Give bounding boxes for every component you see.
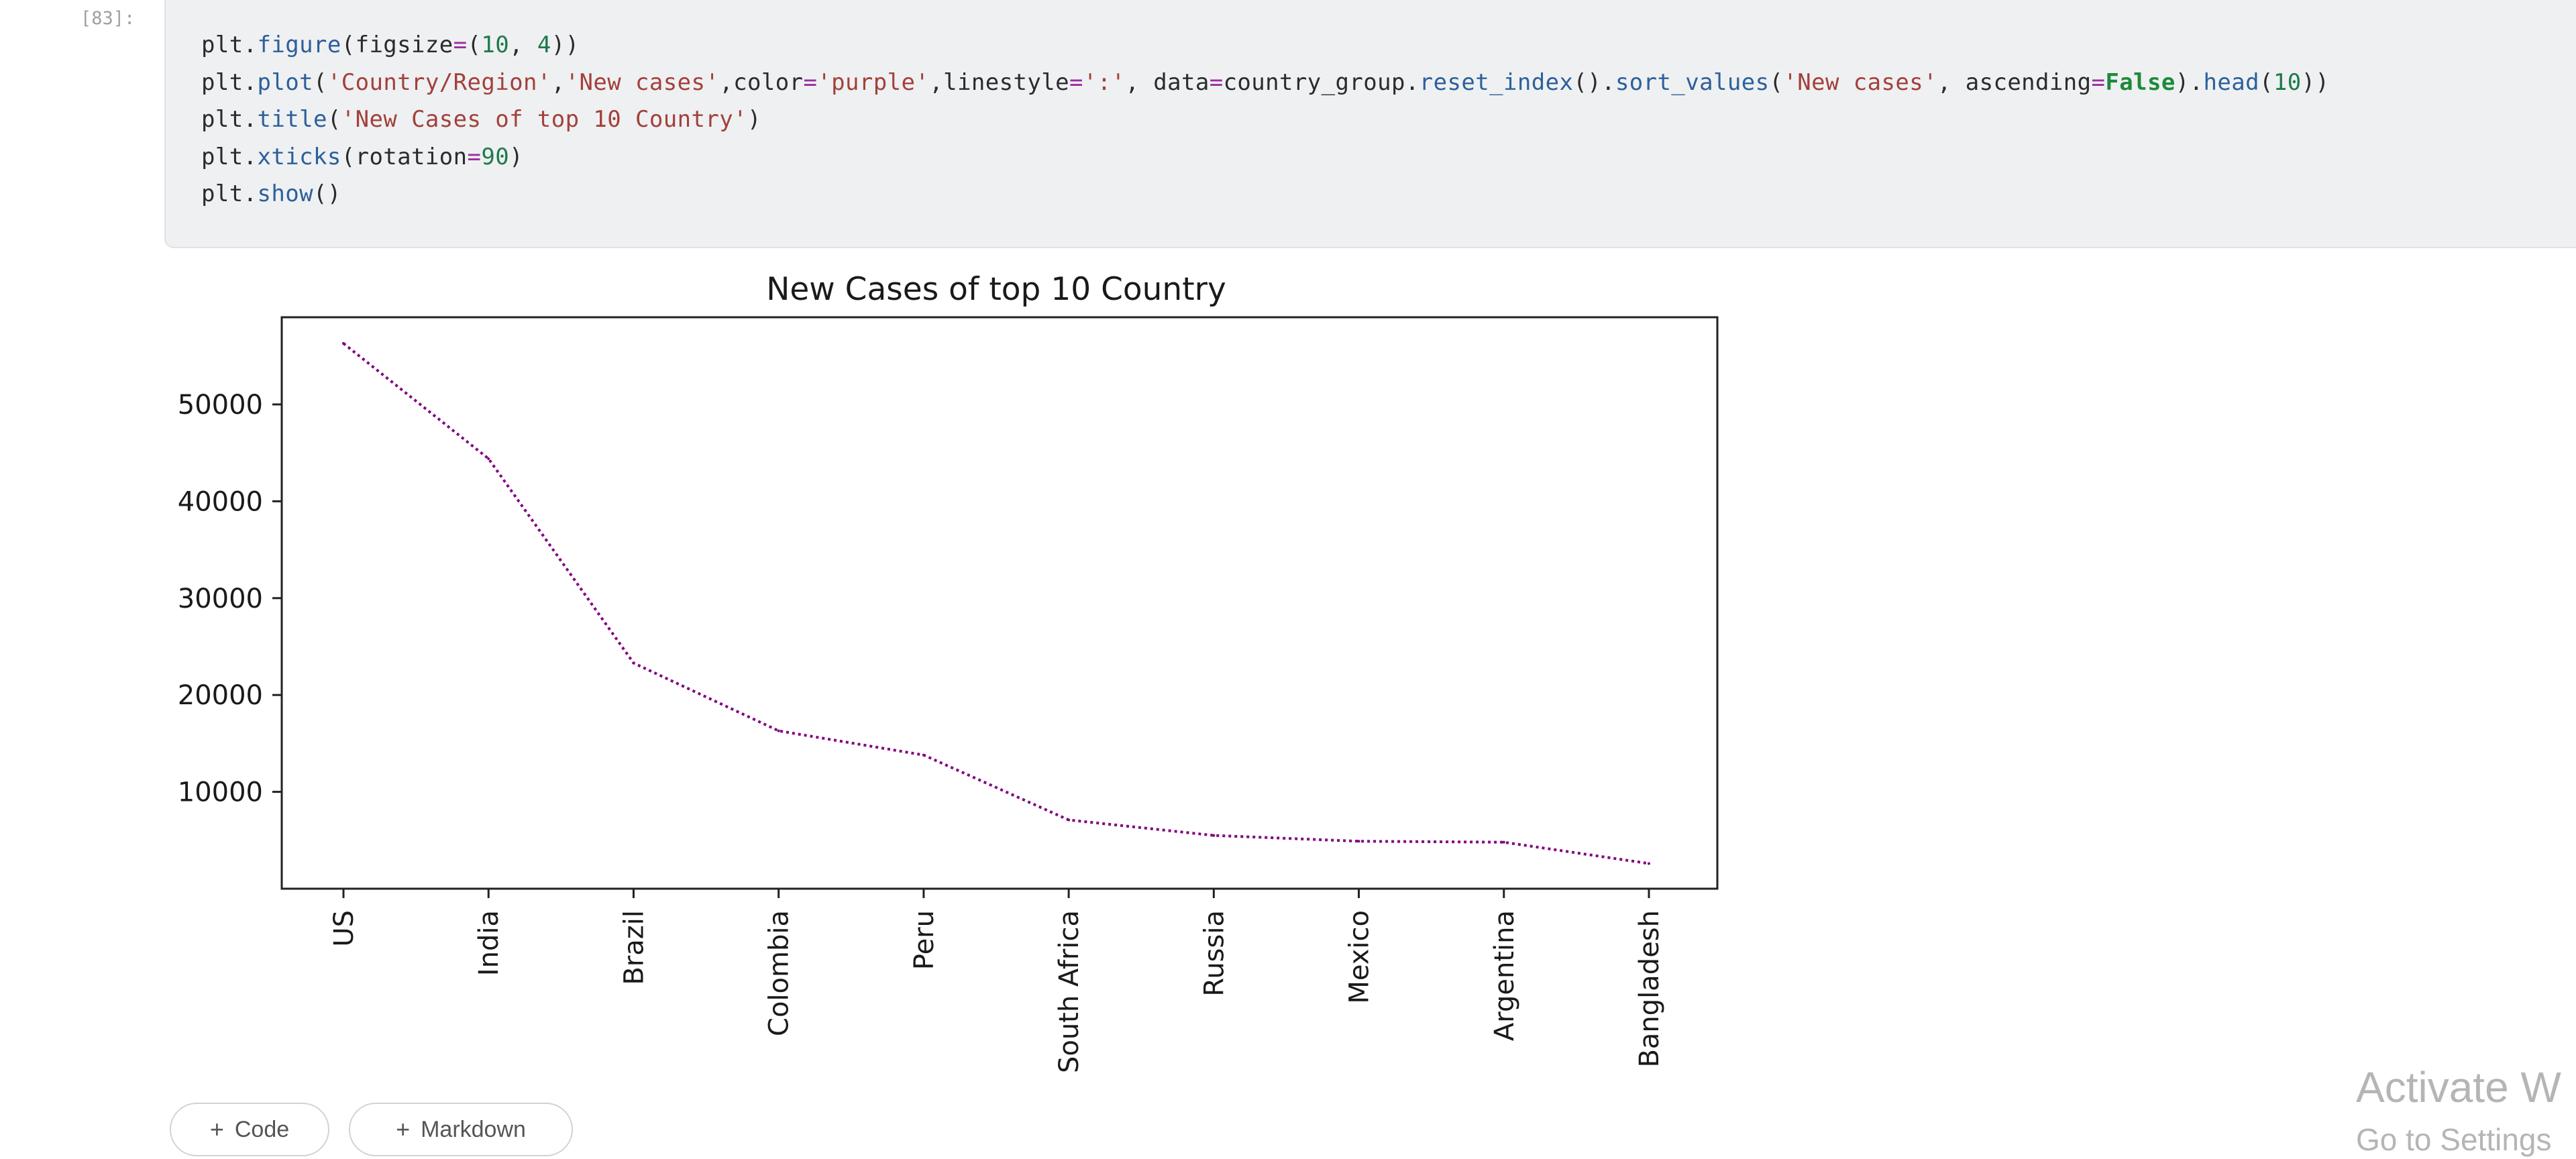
add-code-label: Code [234,1116,290,1142]
data-point [632,661,635,665]
data-point [1648,862,1650,865]
x-tick-label: Peru [909,910,940,970]
code-token: 10 [2273,68,2302,96]
code-token: (rotation [341,143,468,170]
code-token: figure [257,32,341,58]
code-token: = [1209,68,1224,96]
data-point [922,753,925,757]
plot-frame [280,316,1719,890]
x-tick-label: Colombia [764,910,795,1036]
code-token: = [467,143,482,170]
data-point [1067,818,1071,822]
code-token: ,color [719,68,804,96]
code-token: plot [257,68,313,96]
code-token: = [453,32,468,58]
code-token: () [313,180,341,207]
code-line: plt.figure(figsize=(10, 4)) [201,27,2329,64]
x-axis: US India Brazil Colombia Peru South Africa Rus… [329,889,1665,1073]
code-token: sort_values [1615,68,1770,96]
code-token: ( [1769,68,1784,96]
code-token: 10 [481,32,510,58]
code-token: , ascending [1937,68,2092,96]
add-markdown-label: Markdown [421,1116,526,1142]
code-token: plt. [201,143,258,170]
data-point [1212,834,1216,837]
add-markdown-cell-button[interactable]: + Markdown [349,1103,573,1156]
code-token: 'New cases' [565,68,720,96]
code-token: = [1069,68,1083,96]
code-token: = [2091,68,2106,96]
data-point [777,729,780,732]
code-token: False [2105,68,2176,96]
x-tick-label: Mexico [1344,910,1375,1004]
code-editor[interactable]: plt.figure(figsize=(10, 4)) plt.plot('Cou… [201,27,2329,213]
data-point [1357,840,1360,843]
x-tick-label: India [474,910,504,976]
data-point [1502,840,1505,844]
code-token: plt. [201,32,258,58]
data-point [342,341,345,345]
x-tick-label: Argentina [1489,910,1520,1041]
code-token: ,linestyle [929,68,1069,96]
code-token: )) [551,32,580,58]
code-token: ) [747,106,761,133]
code-token: plt. [201,68,258,96]
code-token: plt. [201,180,258,207]
code-token: reset_index [1419,68,1574,96]
code-token: , data [1125,68,1210,96]
y-tick-label: 20000 [178,680,263,711]
y-tick-label: 30000 [178,584,263,614]
series-new-cases [342,341,1650,865]
x-tick-label: South Africa [1054,910,1085,1073]
code-token: title [257,106,327,133]
code-token: 90 [481,143,510,170]
code-token: show [257,180,313,207]
x-tick-label: Brazil [619,910,649,985]
code-token: , [509,32,537,58]
code-token: ( [327,106,341,133]
code-token: ( [313,68,327,96]
activation-watermark-subtitle: Go to Settings [2356,1122,2552,1157]
code-token: 'purple' [817,68,930,96]
code-token: 'New Cases of top 10 Country' [341,106,747,133]
code-token: )) [2301,68,2330,96]
code-line: plt.title('New Cases of top 10 Country') [201,101,2329,139]
y-tick-label: 40000 [178,486,263,517]
code-token: 'Country/Region' [327,68,551,96]
y-axis: 10000 20000 30000 40000 50000 [178,390,282,808]
plus-icon: + [396,1115,411,1143]
line-chart: New Cases of top 10 Country 10000 20000 30… [178,271,1719,1073]
code-token: ) [509,143,524,170]
code-token: , [551,68,566,96]
code-token: 'New cases' [1783,68,1937,96]
execution-count: [83]: [80,8,136,29]
code-token: country_group. [1223,68,1419,96]
y-tick-label: 50000 [178,390,263,421]
chart-title: New Cases of top 10 Country [766,271,1226,308]
plus-icon: + [209,1115,224,1143]
code-token: head [2203,68,2260,96]
code-line: plt.xticks(rotation=90) [201,139,2329,176]
code-token: ( [2259,68,2273,96]
code-token: (figsize [341,32,453,58]
x-tick-label: Russia [1199,910,1230,997]
code-token: xticks [257,143,341,170]
code-token: ( [467,32,482,58]
code-line: plt.plot('Country/Region','New cases',co… [201,64,2329,102]
code-cell[interactable]: plt.figure(figsize=(10, 4)) plt.plot('Cou… [164,0,2576,248]
add-code-cell-button[interactable]: + Code [170,1103,329,1156]
code-token: ). [2175,68,2204,96]
code-token: (). [1573,68,1615,96]
y-tick-label: 10000 [178,777,263,808]
x-tick-label: Bangladesh [1634,910,1665,1068]
data-point [487,457,490,460]
code-token: 4 [537,32,551,58]
code-token: plt. [201,106,258,133]
x-tick-label: US [329,910,360,947]
code-token: = [803,68,818,96]
code-line: plt.show() [201,176,2329,213]
series-line [342,342,1650,865]
code-token: ':' [1083,68,1126,96]
activation-watermark-title: Activate W [2356,1063,2561,1111]
